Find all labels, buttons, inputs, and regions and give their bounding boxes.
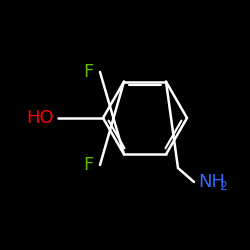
Text: NH: NH xyxy=(198,173,225,191)
Text: F: F xyxy=(83,63,93,81)
Text: F: F xyxy=(83,156,93,174)
Text: HO: HO xyxy=(26,109,54,127)
Text: 2: 2 xyxy=(219,180,227,192)
